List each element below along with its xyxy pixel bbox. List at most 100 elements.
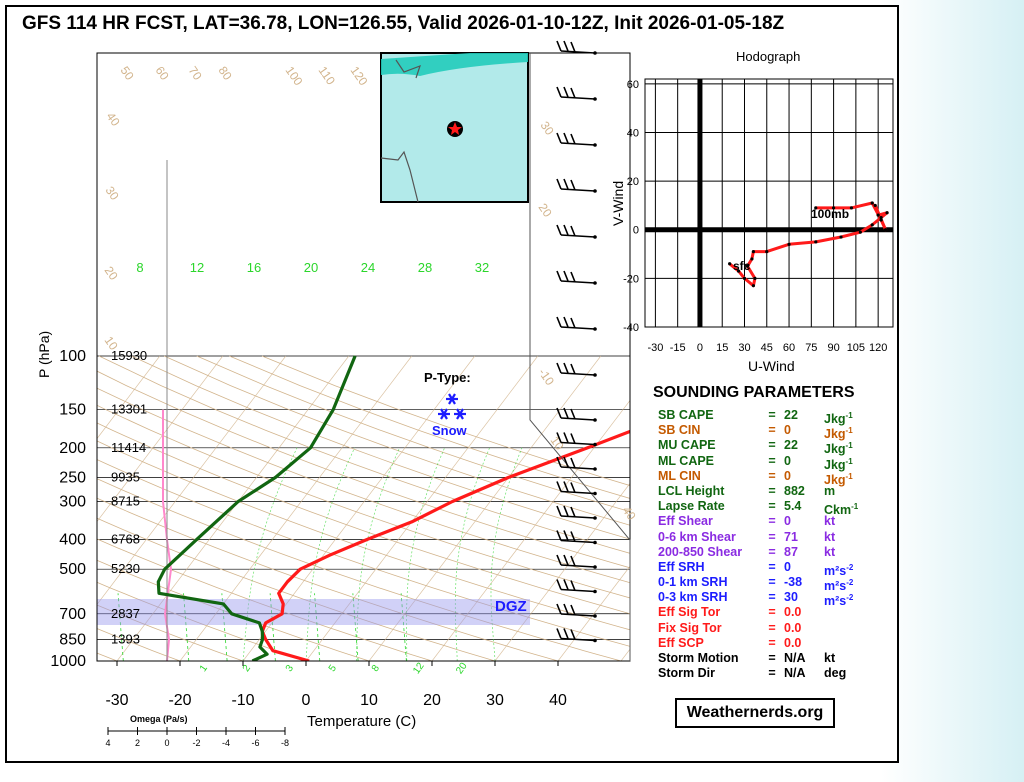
- chart-title: GFS 114 HR FCST, LAT=36.78, LON=126.55, …: [22, 13, 785, 34]
- brand-logo[interactable]: Weathernerds.org: [675, 698, 835, 728]
- wind-barb: [556, 40, 597, 55]
- param-equals: =: [768, 408, 776, 422]
- omega-tick-label: 4: [105, 738, 110, 748]
- sounding-param-row: SB CIN = 0 Jkg-1: [658, 423, 864, 442]
- dry-adiabat: [97, 440, 630, 631]
- wind-barb: [556, 628, 597, 643]
- omega-tick-label: -8: [281, 738, 289, 748]
- x-axis-title: Temperature (C): [307, 713, 417, 730]
- param-value: 0.0: [784, 620, 802, 635]
- wind-barb: [556, 132, 597, 147]
- wind-barb: [556, 530, 597, 545]
- hodograph-point: [751, 284, 756, 288]
- dry-adiabat: [229, 355, 630, 499]
- hodograph-x-title: U-Wind: [748, 358, 795, 374]
- param-equals: =: [768, 559, 776, 574]
- hodograph-point: [883, 228, 888, 232]
- sounding-param-row: Eff SRH = 0 m²s-2: [658, 559, 864, 579]
- param-label: Storm Dir: [658, 666, 715, 681]
- param-unit: Ckm-1: [824, 502, 859, 518]
- param-label: Storm Motion: [658, 651, 739, 665]
- param-equals: =: [768, 590, 776, 605]
- param-equals: =: [768, 620, 776, 635]
- param-unit: m²s-2: [824, 562, 854, 579]
- omega-axis-title: Omega (Pa/s): [130, 714, 188, 724]
- pressure-tick-label: 300: [59, 494, 86, 511]
- moist-adiabat: [406, 447, 445, 661]
- moist-adiabat: [242, 447, 298, 661]
- param-label: LCL Height: [658, 483, 725, 498]
- wind-barb: [556, 554, 597, 569]
- param-unit-exponent: -1: [845, 411, 853, 420]
- hodograph-y-tick: -40: [623, 322, 639, 334]
- temp-tick-label: -10: [231, 692, 254, 709]
- param-label: Lapse Rate: [658, 499, 725, 514]
- hodograph-point: [736, 269, 741, 273]
- hodograph-x-tick: 105: [847, 342, 865, 354]
- isotherm-line: [97, 355, 224, 523]
- mixing-ratio-label: 32: [475, 260, 489, 275]
- dewpoint-profile: [156, 355, 357, 661]
- hodograph-point: [858, 230, 862, 234]
- mixing-ratio-line: [400, 593, 407, 661]
- param-equals: =: [768, 514, 776, 529]
- param-value: 87: [784, 544, 798, 559]
- dry-adiabat-label: 110: [316, 64, 339, 88]
- isotherm-line: [97, 355, 161, 440]
- hodograph-x-tick: 120: [869, 342, 887, 354]
- hodograph-y-tick: 60: [627, 79, 639, 91]
- param-value: 0: [784, 514, 791, 529]
- omega-tick-label: -6: [251, 738, 259, 748]
- param-equals: =: [768, 423, 776, 438]
- param-label: ML CAPE: [658, 453, 715, 468]
- wind-barb: [556, 407, 597, 422]
- dry-adiabat-label: -10: [536, 366, 558, 389]
- map-inset: [380, 52, 529, 203]
- mixing-ratio-line: [183, 593, 190, 661]
- param-label: SB CAPE: [658, 408, 714, 422]
- mixing-ratio-label: 28: [418, 260, 432, 275]
- dry-adiabat: [261, 355, 630, 486]
- height-label: 11414: [111, 440, 146, 455]
- dgz-label: DGZ: [495, 598, 527, 615]
- param-value: 30: [784, 590, 798, 605]
- isotherm-line: [97, 355, 287, 605]
- param-unit: Jkg-1: [824, 456, 853, 472]
- isotherm-line: [494, 482, 630, 661]
- wind-barb: [556, 579, 597, 594]
- param-equals: =: [768, 438, 776, 453]
- param-value: 0: [784, 423, 791, 438]
- param-value: 22: [784, 438, 798, 453]
- pressure-tick-label: 200: [59, 440, 86, 457]
- mixing-ratio-label: 12: [190, 260, 204, 275]
- hodograph-point: [831, 206, 836, 210]
- mixing-ratio-bottom-label: 12: [411, 660, 427, 676]
- sounding-param-row: Fix Sig Tor = 0.0: [658, 621, 864, 636]
- param-label: 200-850 Shear: [658, 544, 743, 559]
- hodograph-point: [751, 250, 756, 254]
- pressure-tick-label: 150: [59, 402, 86, 419]
- height-label: 5230: [111, 561, 140, 576]
- wind-barb: [556, 178, 597, 193]
- hodograph-point: [870, 223, 874, 227]
- param-unit: Jkg-1: [824, 426, 853, 442]
- hodograph-point: [885, 211, 889, 215]
- dry-adiabat: [164, 355, 630, 526]
- mixing-ratio-label: 24: [361, 260, 375, 275]
- dry-adiabat: [131, 355, 630, 540]
- hodograph-y-tick: 0: [633, 225, 639, 237]
- hodograph-top-label: 100mb: [811, 207, 850, 221]
- hodograph-x-tick: 0: [697, 342, 703, 354]
- wind-barb: [556, 86, 597, 101]
- param-label: MU CAPE: [658, 438, 716, 453]
- param-unit: Jkg-1: [824, 441, 853, 457]
- dry-adiabat-label: 30: [538, 119, 557, 138]
- hodograph-x-tick: -30: [647, 342, 663, 354]
- wind-barb: [556, 481, 597, 496]
- sounding-param-row: Eff Shear = 0 kt: [658, 514, 864, 529]
- wind-barb: [556, 432, 597, 447]
- hodograph-point: [787, 242, 791, 246]
- sounding-params-table: SB CAPE = 22 Jkg-1 SB CIN = 0 Jkg-1 MU CAPE = 22 Jk…: [658, 408, 864, 681]
- param-equals: =: [768, 605, 776, 620]
